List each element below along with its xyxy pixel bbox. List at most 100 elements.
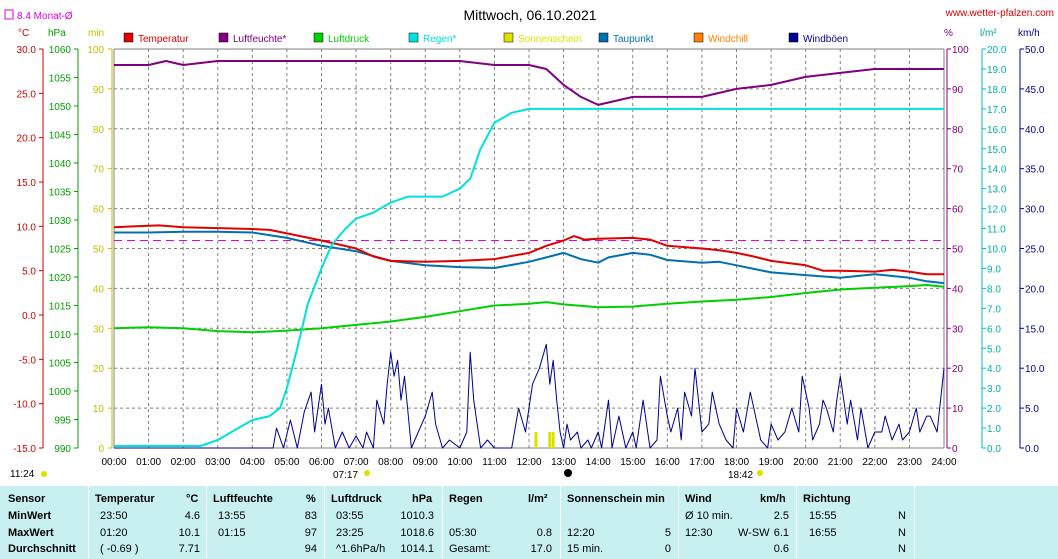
temp-time: 23:50 xyxy=(100,510,128,522)
x-tick-label: 06:00 xyxy=(309,457,334,468)
legend-swatch-luftfeuchte xyxy=(218,32,229,43)
lm2-tick-label: 2.0 xyxy=(987,404,1001,415)
lm2-tick-label: 3.0 xyxy=(987,384,1001,395)
legend-swatch-windboeen xyxy=(788,32,799,43)
lm2-tick-label: 6.0 xyxy=(987,324,1001,335)
series-temperatur-line xyxy=(113,224,944,276)
min-tick-label: 40 xyxy=(93,284,105,295)
hdr-sensor: Sensor xyxy=(8,493,46,505)
x-tick-label: 15:00 xyxy=(620,457,645,468)
series-luftfeuchte-line xyxy=(114,60,944,106)
wind-time: 12:30 xyxy=(685,527,713,539)
hdr-sonnenschein: Sonnenschein min xyxy=(567,493,665,505)
humidity-time: 01:15 xyxy=(218,527,246,539)
legend-swatch-luftdruck xyxy=(313,32,324,43)
weather-chart: 30.0 25.0 20.0 15.0 10.0 5.0 0.0 -5.0 -10.0 -15.0… xyxy=(4,7,1054,481)
row-label: Durchschnitt xyxy=(8,543,76,555)
hpa-tick-label: 1055 xyxy=(49,74,72,85)
min-tick-label: 0 xyxy=(98,444,104,455)
row-label: MaxWert xyxy=(8,527,54,539)
hpa-tick-label: 1035 xyxy=(49,188,72,199)
min-tick-label: 20 xyxy=(93,364,105,375)
sunset-icon xyxy=(757,470,763,476)
hdr-temperatur: Temperatur xyxy=(95,493,155,505)
x-tick-label: 03:00 xyxy=(205,457,230,468)
legend-label-temperatur: Temperatur xyxy=(138,34,189,45)
sunshine-bar xyxy=(551,432,555,448)
unit-lm2: l/m² xyxy=(980,28,997,39)
legend: Temperatur Luftfeuchte* Luftdruck Regen* Son… xyxy=(123,32,848,45)
pressure-time: 03:55 xyxy=(336,510,364,522)
kmh-tick-label: 25.0 xyxy=(1025,245,1045,256)
x-tick-label: 01:00 xyxy=(136,457,161,468)
hpa-tick-label: 1000 xyxy=(49,387,72,398)
hdr-wind: Wind xyxy=(685,493,712,505)
sunrise-icon xyxy=(364,470,370,476)
wind-direction: W-SW xyxy=(738,527,770,539)
temp-value: 4.6 xyxy=(184,510,200,522)
hpa-tick-label: 995 xyxy=(54,416,71,427)
x-tick-label: 17:00 xyxy=(689,457,714,468)
x-tick-label: 18:00 xyxy=(724,457,749,468)
pressure-value: 1018.6 xyxy=(400,527,434,539)
series-taupunkt-line xyxy=(114,230,945,285)
temp-value: 7.71 xyxy=(178,543,200,555)
pct-tick-label: 40 xyxy=(952,284,964,295)
right-axes: 100908070605040302010020.019.018.017.016… xyxy=(946,45,1045,455)
lm2-tick-label: 7.0 xyxy=(987,304,1001,315)
hpa-tick-label: 1015 xyxy=(49,302,72,313)
temp-tick-label: 10.0 xyxy=(17,222,37,233)
direction-value: N xyxy=(898,543,906,555)
wind-time: Ø 10 min. xyxy=(685,510,733,522)
kmh-tick-label: 0.0 xyxy=(1025,444,1039,455)
hdr-wind-unit: km/h xyxy=(760,493,786,505)
temp-tick-label: 20.0 xyxy=(17,134,37,145)
hpa-tick-label: 1060 xyxy=(49,45,72,56)
temp-time: ( -0.69 ) xyxy=(100,543,139,555)
lm2-tick-label: 5.0 xyxy=(987,344,1001,355)
left-axes: 30.0 25.0 20.0 15.0 10.0 5.0 0.0 -5.0 -10.0 -15.0… xyxy=(13,45,113,455)
pressure-time: 23:25 xyxy=(336,527,364,539)
lm2-tick-label: 0.0 xyxy=(987,444,1001,455)
temp-time: 01:20 xyxy=(100,527,128,539)
hpa-tick-label: 1005 xyxy=(49,359,72,370)
kmh-tick-label: 30.0 xyxy=(1025,205,1045,216)
moon-icon xyxy=(564,469,572,477)
hpa-tick-label: 1045 xyxy=(49,131,72,142)
sun-time: 12:20 xyxy=(567,527,595,539)
lm2-tick-label: 12.0 xyxy=(987,205,1007,216)
min-tick-label: 30 xyxy=(93,324,105,335)
legend-swatch-temperatur xyxy=(123,32,134,43)
rain-value: 0.8 xyxy=(536,527,552,539)
rain-time: Gesamt: xyxy=(449,543,491,555)
min-tick-label: 50 xyxy=(93,245,105,256)
lm2-tick-label: 13.0 xyxy=(987,185,1007,196)
sun-value: 0 xyxy=(664,543,671,555)
kmh-tick-label: 15.0 xyxy=(1025,324,1045,335)
sun-time: 15 min. xyxy=(567,543,604,555)
legend-label-windchill: Windchill xyxy=(708,34,748,45)
pct-tick-label: 20 xyxy=(952,364,964,375)
lm2-tick-label: 8.0 xyxy=(987,284,1001,295)
temp-tick-label: 25.0 xyxy=(17,89,37,100)
humidity-time: 13:55 xyxy=(218,510,246,522)
hpa-tick-label: 1030 xyxy=(49,216,72,227)
legend-label-luftfeuchte: Luftfeuchte* xyxy=(233,34,286,45)
unit-min: min xyxy=(88,28,104,39)
lm2-tick-label: 1.0 xyxy=(987,424,1001,435)
lm2-tick-label: 19.0 xyxy=(987,65,1007,76)
x-tick-label: 13:00 xyxy=(551,457,576,468)
unit-celsius: °C xyxy=(18,28,29,39)
legend-label-luftdruck: Luftdruck xyxy=(328,34,370,45)
temp-value: 10.1 xyxy=(178,527,200,539)
rain-value: 17.0 xyxy=(530,543,552,555)
x-tick-label: 09:00 xyxy=(413,457,438,468)
hdr-temperatur-unit: °C xyxy=(186,493,199,505)
kmh-tick-label: 50.0 xyxy=(1025,45,1045,56)
min-tick-label: 100 xyxy=(87,45,104,56)
pct-tick-label: 50 xyxy=(952,245,964,256)
kmh-tick-label: 20.0 xyxy=(1025,284,1045,295)
site-link[interactable]: www.wetter-pfalzen.com xyxy=(945,8,1054,19)
legend-swatch-regen xyxy=(408,32,419,43)
series-layer xyxy=(113,60,945,449)
